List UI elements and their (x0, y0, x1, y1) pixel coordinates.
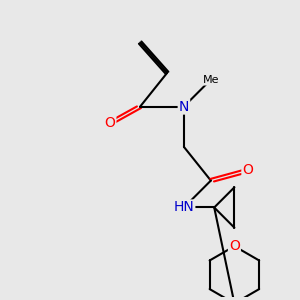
Text: O: O (104, 116, 115, 130)
Text: O: O (242, 164, 253, 178)
Text: N: N (179, 100, 189, 113)
Text: Me: Me (202, 75, 219, 85)
Text: O: O (229, 239, 240, 253)
Text: HN: HN (174, 200, 194, 214)
